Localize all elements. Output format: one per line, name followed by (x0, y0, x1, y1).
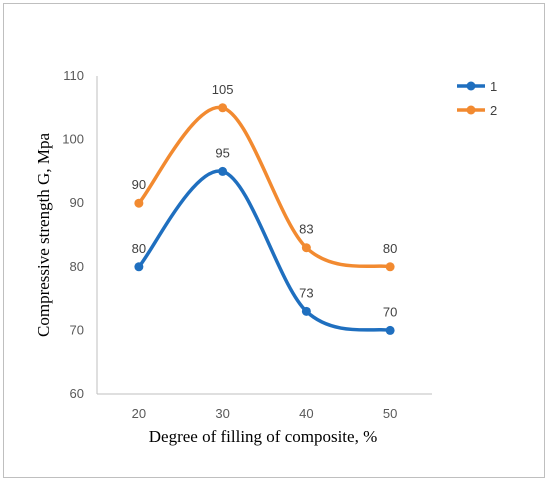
y-tick-label: 60 (70, 386, 84, 401)
data-point (385, 325, 395, 335)
data-point (134, 198, 144, 208)
x-axis-title: Degree of filling of composite, % (149, 427, 378, 446)
series-line (137, 105, 392, 269)
axes (96, 76, 432, 395)
series-1: 80 95 73 70 (132, 145, 397, 335)
series-line (137, 169, 392, 333)
chart-frame (3, 3, 545, 478)
data-label: 83 (299, 222, 313, 237)
legend-label: 1 (490, 79, 497, 94)
x-tick-label: 50 (383, 406, 397, 421)
y-axis-title: Compressive strength G, Mpa (34, 133, 53, 337)
data-label: 80 (132, 241, 146, 256)
legend-marker (466, 81, 476, 91)
y-tick-label: 70 (70, 322, 84, 337)
data-label: 80 (383, 241, 397, 256)
y-tick-label: 110 (63, 68, 84, 83)
y-tick-label: 80 (70, 259, 84, 274)
data-label: 73 (299, 285, 313, 300)
x-tick-label: 40 (299, 406, 313, 421)
y-tick-label: 90 (70, 195, 84, 210)
legend-label: 2 (490, 103, 497, 118)
data-point (134, 262, 144, 272)
data-point (218, 166, 228, 176)
data-point (301, 306, 311, 316)
x-tick-label: 30 (215, 406, 229, 421)
y-tick-label: 100 (62, 132, 84, 147)
data-label: 90 (132, 177, 146, 192)
x-tick-label: 20 (132, 406, 146, 421)
tick-labels: 60 70 80 90 100 110 20 30 40 50 (62, 68, 397, 421)
legend-marker (466, 105, 476, 115)
data-label: 105 (212, 82, 234, 97)
data-label: 95 (215, 145, 229, 160)
series-layer: 80 95 73 70 90 105 83 80 (132, 82, 397, 335)
series-2: 90 105 83 80 (132, 82, 397, 272)
data-point (301, 243, 311, 253)
data-point (385, 262, 395, 272)
data-label: 70 (383, 304, 397, 319)
data-point (218, 103, 228, 113)
legend: 12 (457, 79, 497, 118)
